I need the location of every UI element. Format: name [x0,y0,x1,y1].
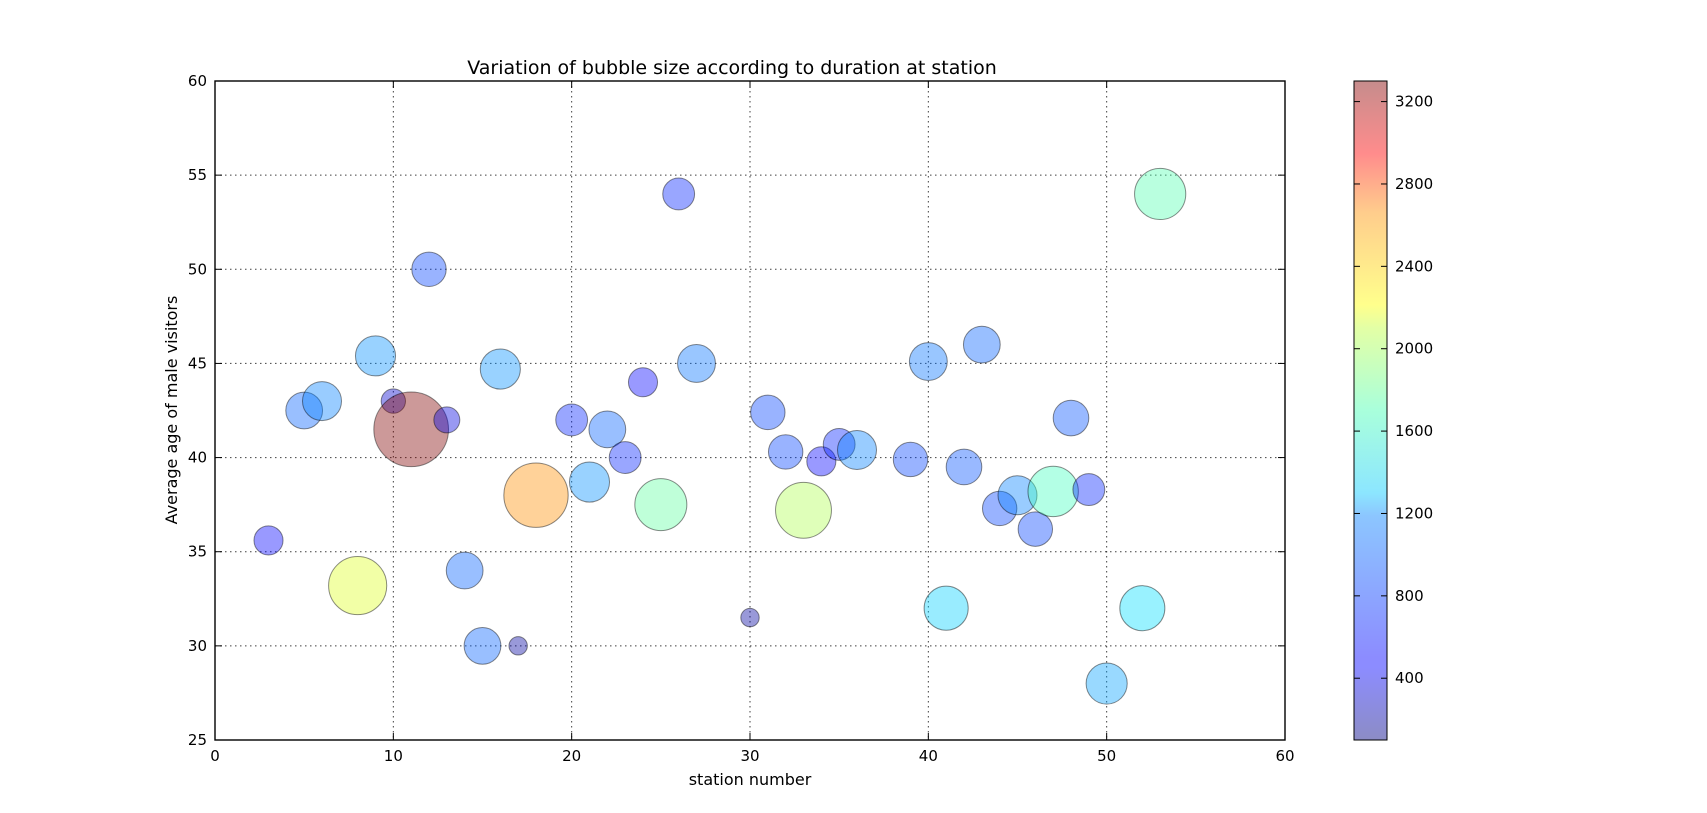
colorbar-tick-label: 2400 [1395,257,1433,275]
colorbar-ticks: 400 800 1200 1600 2000 2400 2800 3200 [1354,93,1433,687]
bubble-station-23 [608,441,642,474]
bubble-station-47 [1027,465,1079,518]
bubble-station-5 [285,391,324,430]
y-axis-ticks: 25 30 35 40 45 50 55 60 [188,72,1285,749]
y-tick-label: 60 [188,72,207,90]
bubble-station-6 [302,381,342,422]
x-axis-ticks: 0 10 20 30 40 50 60 [210,81,1295,765]
colorbar-tick-label: 800 [1395,587,1424,605]
y-tick-label: 45 [188,354,207,372]
y-tick-label: 55 [188,166,207,184]
bubble-station-13 [433,406,461,434]
bubble-station-40 [908,342,948,381]
x-tick-label: 40 [919,747,938,765]
x-tick-label: 10 [384,747,403,765]
bubble-station-9 [354,335,397,377]
bubble-station-33 [775,481,832,539]
bubble-station-8 [328,556,388,616]
bubble-station-26 [662,177,696,211]
bubble-station-14 [445,551,484,590]
bubble-station-49 [1072,473,1106,507]
bubble-station-32 [767,434,804,470]
bubble-station-3 [253,525,284,556]
x-tick-label: 0 [210,747,220,765]
bubble-station-24 [627,367,659,398]
bubble-station-22 [588,410,627,449]
bubble-station-45 [997,475,1038,516]
bubble-station-44 [981,490,1018,527]
colorbar-tick-label: 2800 [1395,175,1433,193]
bubble-station-36 [837,430,877,471]
x-tick-label: 60 [1275,747,1294,765]
bubble-station-20 [555,403,589,437]
bubble-station-11 [373,391,450,468]
colorbar-tick-label: 1200 [1395,504,1433,522]
chart-title: Variation of bubble size according to du… [467,57,997,79]
colorbar-tick-label: 400 [1395,669,1424,687]
y-tick-label: 40 [188,449,207,467]
bubble-station-50 [1085,662,1128,705]
bubble-station-53 [1134,167,1187,221]
bubble-station-12 [411,251,447,287]
bubble-station-25 [634,478,688,532]
y-tick-label: 25 [188,731,207,749]
bubble-station-31 [750,394,786,431]
bubble-station-10 [380,388,406,414]
x-tick-label: 30 [740,747,759,765]
bubble-station-42 [945,448,983,486]
colorbar [1353,80,1388,741]
x-tick-label: 50 [1097,747,1116,765]
bubble-station-35 [822,427,856,461]
bubbles [253,167,1187,705]
bubble-station-48 [1052,399,1090,437]
bubble-station-17 [508,636,528,656]
bubble-station-34 [806,446,837,477]
bubble-station-18 [503,462,569,528]
grid [215,81,1285,740]
bubble-station-46 [1017,511,1054,547]
y-tick-label: 50 [188,260,207,278]
x-axis-label: station number [689,770,812,789]
bubble-station-41 [923,585,969,631]
y-tick-label: 30 [188,637,207,655]
bubble-station-15 [463,626,502,665]
bubble-station-39 [892,441,929,478]
bubble-station-43 [962,325,1001,364]
colorbar-tick-label: 2000 [1395,340,1433,358]
bubble-station-16 [479,348,521,390]
y-tick-label: 35 [188,543,207,561]
colorbar-tick-label: 1600 [1395,422,1433,440]
bubble-station-21 [568,461,611,503]
colorbar-tick-label: 3200 [1395,93,1433,111]
y-axis-label: Average age of male visitors [162,296,181,525]
x-tick-label: 20 [562,747,581,765]
bubble-station-30 [740,607,760,628]
bubble-station-27 [677,343,716,383]
bubble-station-52 [1119,585,1166,632]
